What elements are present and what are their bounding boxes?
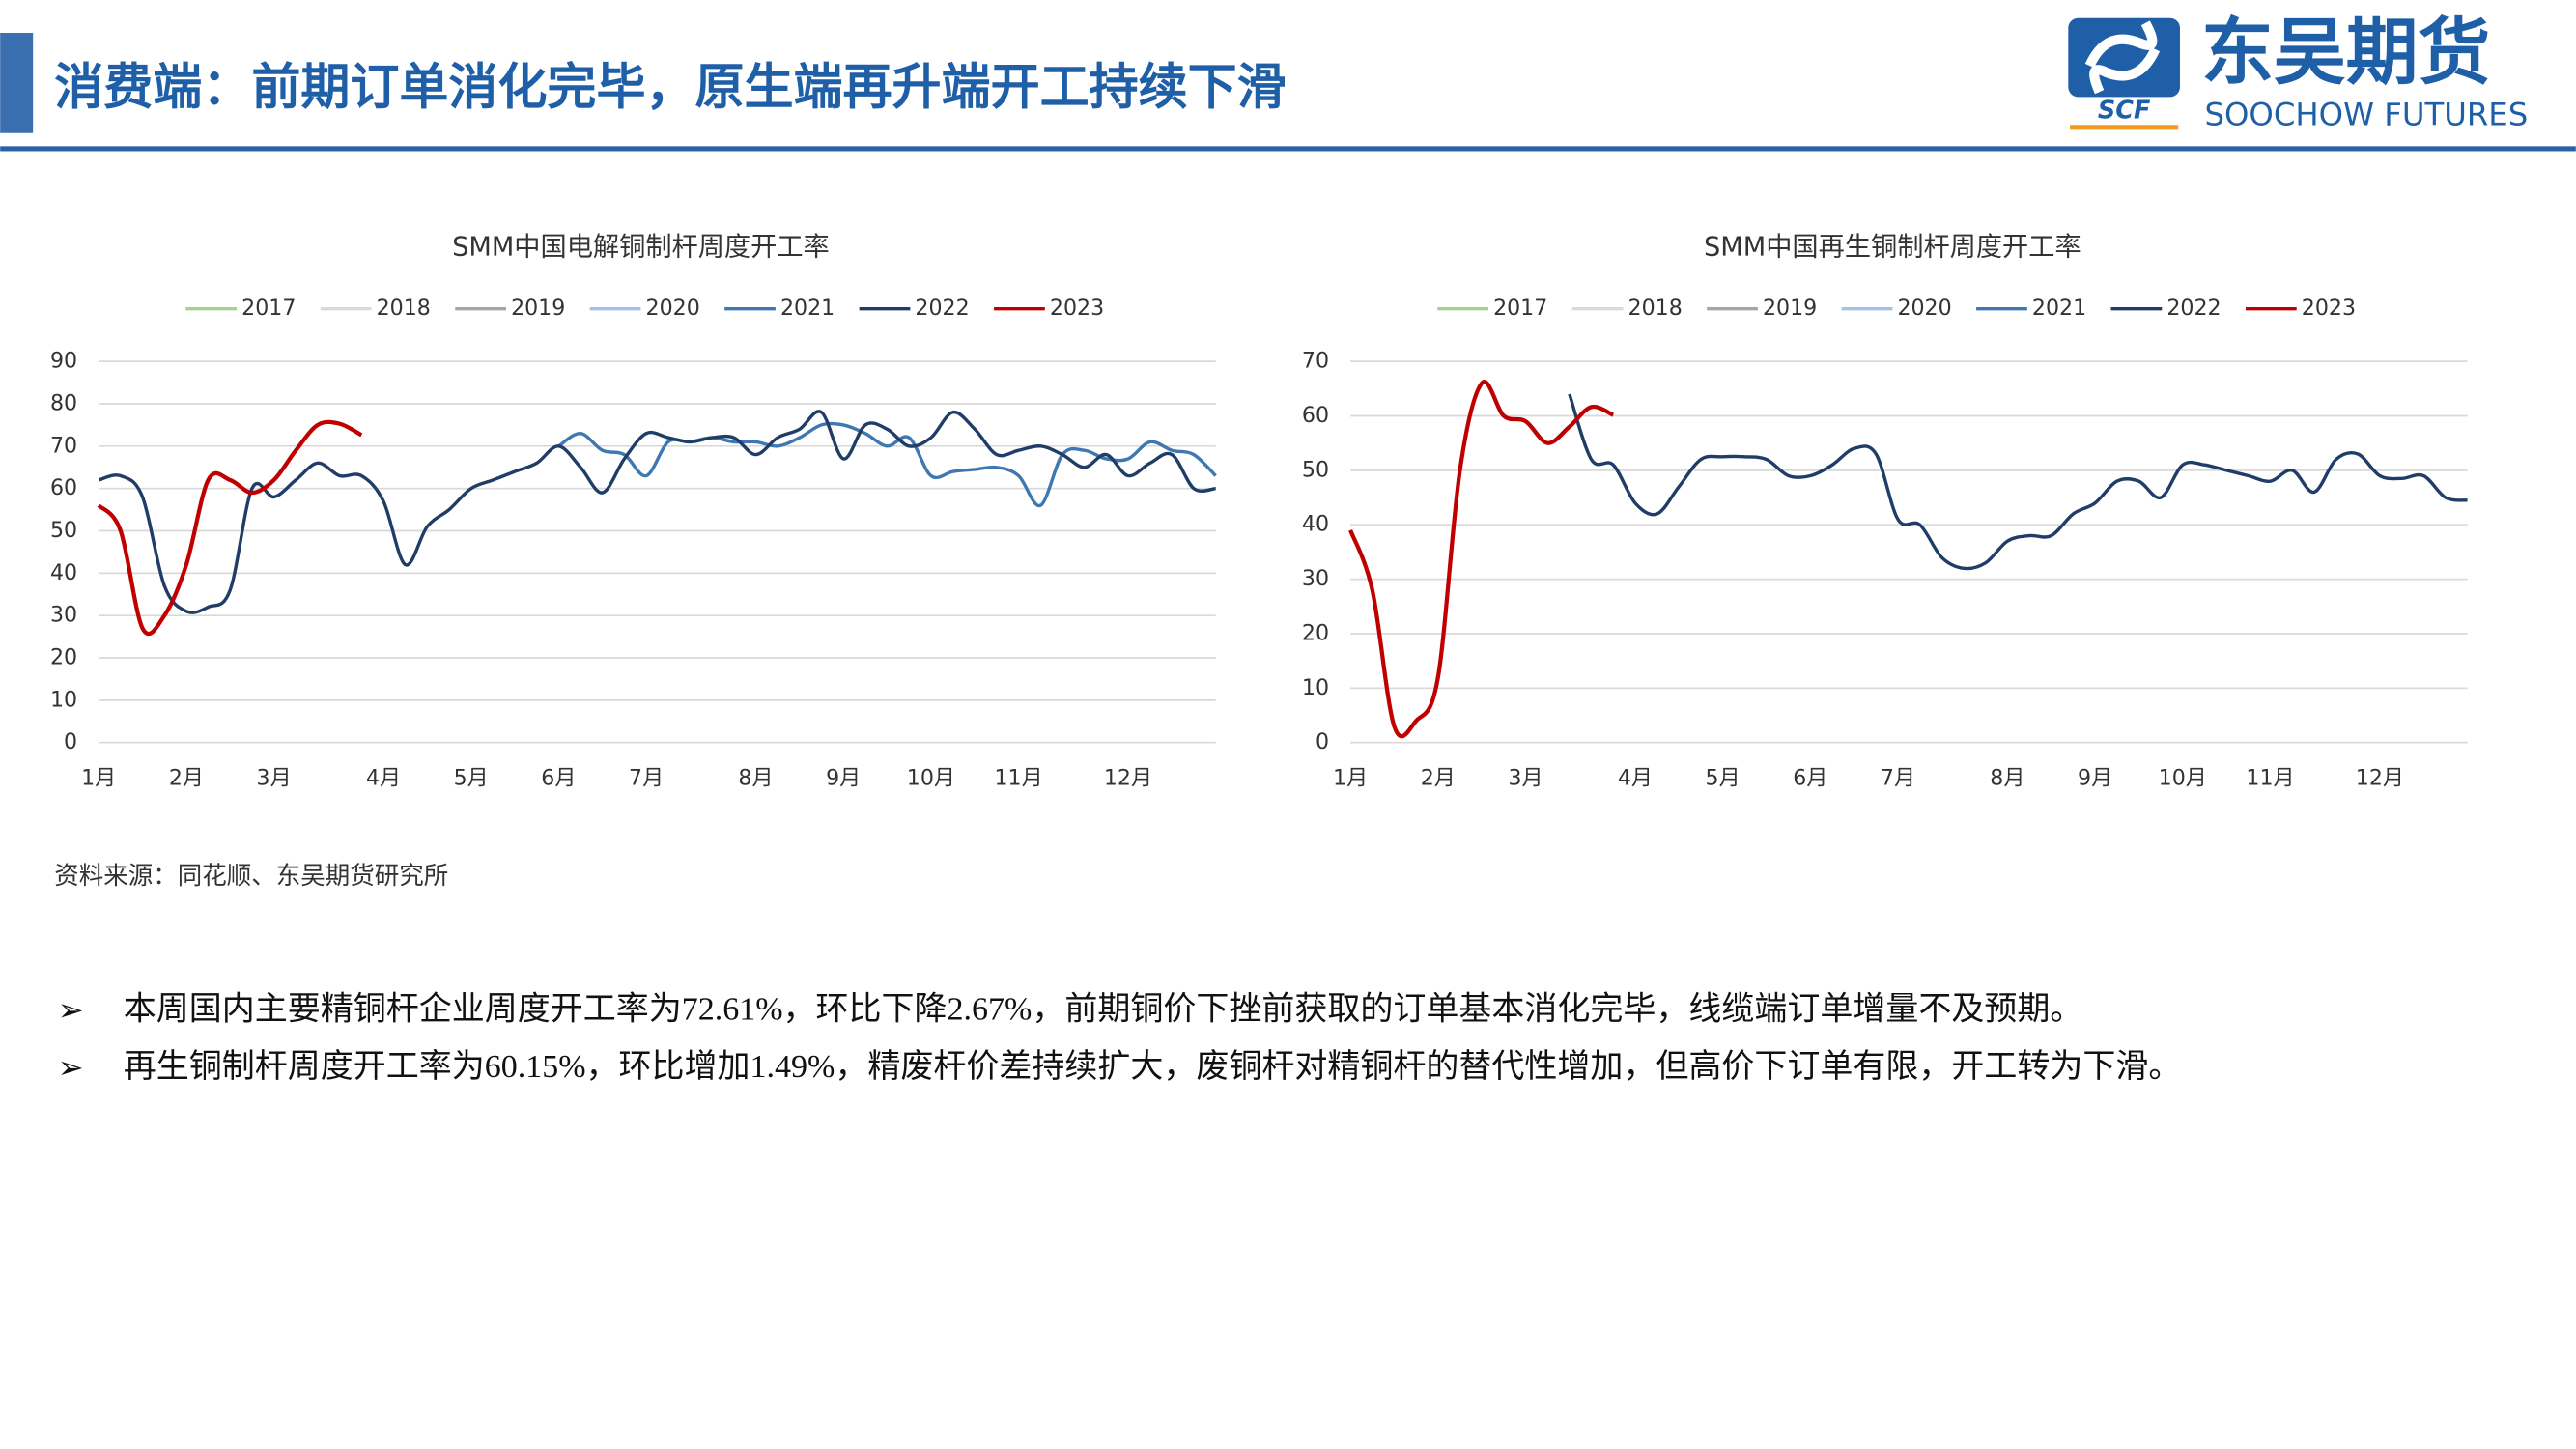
y-tick-label: 40 [50, 560, 77, 585]
y-tick-label: 30 [50, 603, 77, 628]
x-tick-label: 9月 [2078, 766, 2112, 791]
y-tick-label: 70 [1302, 349, 1329, 374]
legend-label: 2023 [2302, 296, 2356, 321]
x-tick-label: 2月 [169, 766, 204, 791]
legend-label: 2017 [1493, 296, 1547, 321]
x-tick-label: 12月 [2356, 766, 2404, 791]
x-tick-label: 10月 [907, 766, 955, 791]
x-tick-label: 8月 [738, 766, 773, 791]
source-note: 资料来源：同花顺、东吴期货研究所 [54, 862, 448, 891]
y-tick-label: 80 [50, 390, 77, 415]
legend-label: 2022 [915, 296, 969, 321]
legend-label: 2020 [1897, 296, 1951, 321]
y-tick-label: 50 [1302, 457, 1329, 482]
x-tick-label: 9月 [826, 766, 861, 791]
bullet-marker: ➢ [58, 1049, 84, 1086]
header-title: 消费端：前期订单消化完毕，原生端再升端开工持续下滑 [54, 60, 1286, 117]
x-tick-label: 11月 [994, 766, 1042, 791]
bullet-text: 本周国内主要精铜杆企业周度开工率为72.61%，环比下降2.67%，前期铜价下挫… [124, 990, 2083, 1027]
series-line [1568, 393, 2468, 571]
legend-label: 2018 [1628, 296, 1683, 321]
logo-name: 东吴期货 [2201, 11, 2490, 95]
y-tick-label: 40 [1302, 512, 1329, 537]
logo-mark [2084, 20, 2161, 95]
x-tick-label: 7月 [1881, 766, 1915, 791]
logo-abbr: SCF [2098, 97, 2151, 126]
y-tick-label: 60 [50, 475, 77, 500]
series-line [1348, 380, 1615, 739]
logo-english: SOOCHOW FUTURES [2204, 97, 2528, 133]
series-line [98, 410, 1216, 614]
header-rule [0, 146, 2576, 152]
legend-label: 2020 [646, 296, 700, 321]
logo-icon [2068, 17, 2180, 98]
y-tick-label: 60 [1302, 403, 1329, 428]
y-tick-label: 20 [50, 645, 77, 670]
x-tick-label: 2月 [1421, 766, 1456, 791]
x-tick-label: 3月 [257, 766, 292, 791]
x-tick-label: 8月 [1990, 766, 2024, 791]
x-tick-label: 6月 [541, 766, 576, 791]
y-tick-label: 10 [1302, 675, 1329, 700]
legend-label: 2023 [1050, 296, 1104, 321]
x-tick-label: 7月 [629, 766, 664, 791]
logo: SCF 东吴期货 SOOCHOW FUTURES [2068, 11, 2528, 133]
y-tick-label: 50 [50, 518, 77, 543]
legend-label: 2018 [377, 296, 431, 321]
x-tick-label: 4月 [1618, 766, 1653, 791]
x-tick-label: 3月 [1508, 766, 1543, 791]
y-tick-label: 0 [64, 729, 77, 754]
y-tick-label: 10 [50, 687, 77, 712]
y-tick-label: 0 [1316, 729, 1329, 754]
x-tick-label: 11月 [2246, 766, 2294, 791]
x-tick-label: 5月 [454, 766, 489, 791]
series-line [557, 421, 1217, 507]
y-tick-label: 90 [50, 349, 77, 374]
x-tick-label: 4月 [366, 766, 401, 791]
y-tick-label: 70 [50, 433, 77, 458]
x-tick-label: 12月 [1104, 766, 1152, 791]
chart-title: SMM中国电解铜制杆周度开工率 [452, 232, 830, 262]
x-tick-label: 10月 [2159, 766, 2207, 791]
legend-label: 2022 [2166, 296, 2221, 321]
y-tick-label: 30 [1302, 566, 1329, 591]
x-tick-label: 1月 [1333, 766, 1368, 791]
chart-title: SMM中国再生铜制杆周度开工率 [1704, 232, 2081, 262]
x-tick-label: 6月 [1793, 766, 1827, 791]
legend-label: 2017 [241, 296, 296, 321]
x-tick-label: 1月 [81, 766, 116, 791]
header-accent [0, 33, 34, 133]
bullet-marker: ➢ [58, 992, 84, 1029]
legend-label: 2021 [2032, 296, 2086, 321]
x-tick-label: 5月 [1706, 766, 1741, 791]
y-tick-label: 20 [1302, 620, 1329, 645]
legend-label: 2019 [1763, 296, 1817, 321]
legend-label: 2021 [780, 296, 835, 321]
series-line [97, 419, 363, 637]
logo-bar [2070, 125, 2179, 130]
bullet-text: 再生铜制杆周度开工率为60.15%，环比增加1.49%，精废杆价差持续扩大，废铜… [124, 1048, 2182, 1085]
legend-label: 2019 [511, 296, 565, 321]
